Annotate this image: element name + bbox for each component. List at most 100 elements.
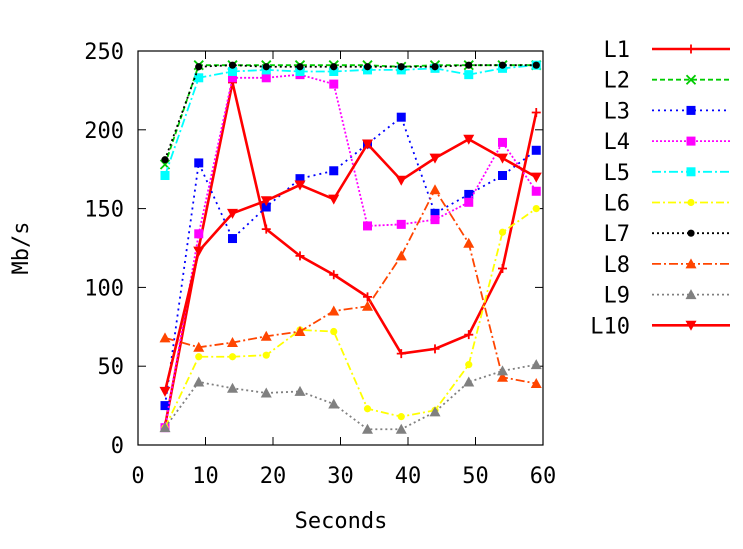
data-point-L5 [194, 73, 204, 83]
data-point-L9 [395, 423, 407, 434]
x-tick-label: 60 [530, 464, 557, 489]
y-tick-label: 50 [98, 355, 125, 380]
series-L4 [160, 70, 541, 433]
data-point-L7 [498, 61, 507, 69]
legend-label: L1 [604, 38, 631, 63]
legend-marker [686, 105, 696, 115]
legend-item-L5: L5 [604, 161, 730, 186]
series-line-L4 [164, 73, 537, 428]
data-point-L10 [227, 208, 238, 219]
data-point-L3 [261, 202, 271, 212]
data-point-L4 [261, 73, 271, 83]
y-tick-label: 100 [84, 276, 124, 301]
x-axis-title: Seconds [295, 509, 388, 534]
legend: L1 L2 L3 L4 L5 L6 L7 L8 L9 L10 [590, 38, 730, 339]
legend-item-L2: L2 [604, 69, 730, 94]
data-point-L7 [330, 63, 338, 71]
y-tick-label: 200 [84, 119, 124, 144]
data-point-L1 [261, 224, 271, 234]
data-point-L7 [397, 63, 405, 71]
legend-label: L4 [604, 130, 631, 155]
data-point-L9 [260, 387, 272, 398]
data-point-L9 [497, 365, 508, 376]
x-tick-label: 20 [260, 464, 287, 489]
data-point-L10 [328, 194, 340, 205]
data-point-L3 [228, 234, 237, 244]
legend-marker [686, 44, 696, 54]
legend-marker [687, 229, 695, 237]
data-point-L1 [396, 349, 406, 359]
data-point-L1 [464, 330, 474, 340]
series-L9 [159, 359, 542, 434]
legend-item-L8: L8 [604, 253, 730, 278]
data-point-L8 [328, 305, 340, 316]
legend-item-L7: L7 [604, 222, 730, 247]
series-line-L5 [164, 64, 537, 176]
legend-label: L9 [604, 284, 631, 309]
legend-label: L5 [604, 161, 631, 186]
data-point-L3 [531, 145, 541, 155]
data-point-L9 [362, 423, 373, 434]
data-point-L6 [498, 228, 507, 236]
data-point-L5 [295, 66, 305, 76]
data-point-L10 [260, 196, 272, 207]
data-point-L6 [195, 353, 203, 361]
data-point-L10 [362, 139, 373, 150]
data-point-L8 [294, 326, 306, 337]
x-tick-label: 10 [192, 464, 219, 489]
data-point-L1 [329, 270, 339, 280]
data-point-L10 [497, 153, 508, 164]
data-point-L9 [294, 385, 306, 396]
data-point-L3 [160, 401, 170, 411]
data-point-L5 [228, 66, 237, 76]
y-axis: 0 50 100 150 200 250 [84, 40, 543, 459]
data-point-L8 [395, 250, 407, 261]
legend-label: L3 [604, 99, 631, 124]
data-point-L4 [464, 197, 474, 207]
legend-marker [686, 167, 696, 177]
series-line-L1 [163, 82, 538, 427]
data-point-L8 [260, 330, 272, 341]
data-point-L4 [498, 137, 507, 147]
data-point-L8 [193, 341, 205, 352]
data-point-L3 [295, 174, 305, 184]
series-line-L7 [164, 64, 537, 161]
series-line-L9 [164, 363, 537, 431]
data-point-L6 [397, 413, 405, 421]
legend-item-L3: L3 [604, 99, 730, 124]
data-point-L10 [429, 153, 441, 164]
data-point-L4 [363, 221, 372, 231]
data-point-L6 [532, 205, 540, 213]
series-layer [159, 60, 542, 434]
data-point-L8 [530, 378, 542, 389]
data-point-L7 [465, 61, 473, 69]
data-point-L1 [430, 344, 440, 354]
legend-item-L10: L10 [590, 314, 730, 339]
y-tick-label: 250 [84, 40, 124, 65]
data-point-L5 [160, 171, 170, 181]
data-point-L8 [463, 237, 475, 248]
data-point-L10 [159, 386, 171, 397]
data-point-L10 [463, 134, 475, 145]
legend-label: L10 [590, 314, 630, 339]
legend-item-L4: L4 [604, 130, 730, 155]
data-point-L8 [227, 337, 238, 348]
data-point-L8 [497, 371, 508, 382]
data-point-L6 [363, 405, 372, 413]
data-point-L4 [194, 229, 204, 239]
series-line-L2 [164, 64, 537, 165]
series-L8 [159, 184, 542, 389]
data-point-L10 [193, 246, 205, 257]
data-point-L4 [329, 79, 339, 89]
data-point-L7 [262, 63, 270, 71]
data-point-L10 [294, 180, 306, 191]
legend-marker [685, 289, 697, 300]
data-point-L9 [159, 422, 171, 433]
series-L1 [160, 78, 541, 431]
data-point-L7 [431, 63, 439, 71]
x-tick-label: 0 [131, 464, 144, 489]
data-point-L7 [195, 63, 203, 71]
data-point-L3 [396, 112, 406, 122]
data-point-L9 [429, 406, 441, 417]
series-line-L10 [163, 137, 537, 392]
